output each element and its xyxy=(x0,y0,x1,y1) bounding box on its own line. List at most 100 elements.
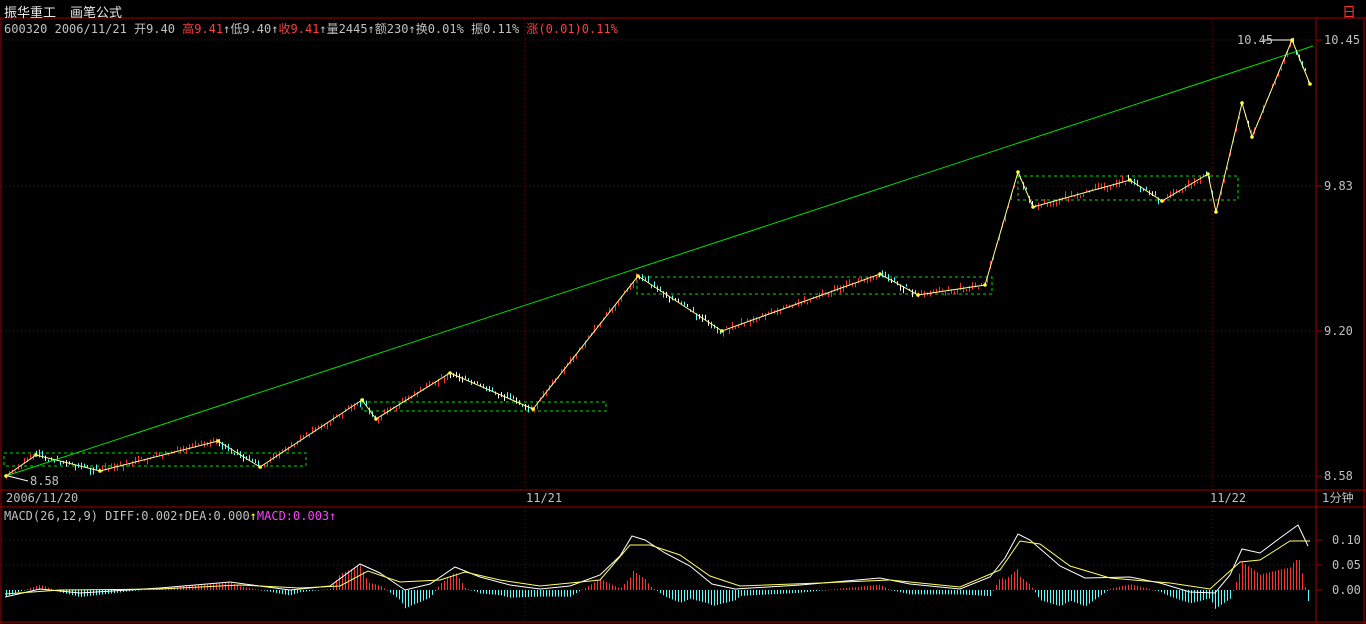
candle xyxy=(1272,83,1273,88)
candle xyxy=(1302,61,1303,68)
candle xyxy=(441,374,442,378)
candle xyxy=(1164,198,1165,202)
macd-bar xyxy=(858,586,859,590)
macd-bar xyxy=(1281,569,1282,590)
candle xyxy=(1104,182,1105,191)
macd-bar xyxy=(1023,579,1024,590)
macd-bar xyxy=(378,584,379,590)
macd-bar xyxy=(495,590,496,595)
candle xyxy=(105,462,106,471)
macd-bar xyxy=(447,578,448,590)
candle xyxy=(282,449,283,452)
candle xyxy=(381,415,382,421)
candle xyxy=(1032,201,1033,208)
formula-label[interactable]: 画笔公式 xyxy=(70,6,123,21)
candle xyxy=(837,285,838,292)
macd-bar xyxy=(450,575,451,590)
macd-bar xyxy=(9,590,10,596)
candle xyxy=(759,317,760,321)
candle xyxy=(954,290,955,295)
candle xyxy=(921,290,922,294)
candle xyxy=(999,235,1000,241)
macd-bar xyxy=(699,590,700,602)
macd-bar xyxy=(789,590,790,594)
candle xyxy=(630,283,631,290)
zigzag-point xyxy=(4,474,8,478)
candle xyxy=(438,378,439,387)
macd-bar xyxy=(24,590,25,591)
candle xyxy=(399,401,400,409)
candle xyxy=(861,277,862,281)
macd-bar xyxy=(1026,581,1027,590)
macd-bar xyxy=(240,586,241,590)
candle xyxy=(123,464,124,471)
macd-bar xyxy=(951,590,952,595)
candle xyxy=(129,463,130,467)
period-toggle-button[interactable]: 日 xyxy=(1342,5,1356,21)
candle xyxy=(750,319,751,327)
macd-bar xyxy=(531,590,532,597)
zigzag-point xyxy=(34,453,38,457)
macd-bar xyxy=(411,590,412,606)
zigzag-point xyxy=(916,293,920,297)
macd-bar xyxy=(1167,590,1168,596)
macd-bar xyxy=(228,582,229,590)
candle xyxy=(975,282,976,288)
macd-bar xyxy=(486,590,487,594)
macd-bar xyxy=(300,590,301,593)
candle xyxy=(537,403,538,410)
macd-bar xyxy=(999,579,1000,590)
macd-bar xyxy=(645,579,646,590)
candle xyxy=(96,464,97,470)
candle xyxy=(534,408,535,413)
macd-bar xyxy=(654,588,655,590)
macd-bar xyxy=(1176,590,1177,599)
candle xyxy=(330,421,331,426)
candle xyxy=(414,391,415,397)
candle xyxy=(63,460,64,465)
macd-bar xyxy=(747,590,748,596)
candle xyxy=(840,285,841,294)
macd-bar xyxy=(684,590,685,602)
frame-lines xyxy=(0,17,1366,623)
candle xyxy=(864,278,865,283)
candle xyxy=(1050,201,1051,207)
candle xyxy=(1296,50,1297,55)
macd-bar xyxy=(1194,590,1195,603)
candle xyxy=(309,434,310,438)
macd-bar xyxy=(1278,570,1279,590)
consolidation-boxes xyxy=(3,175,1239,467)
macd-bar xyxy=(909,590,910,595)
macd-bar xyxy=(864,586,865,590)
macd-bar xyxy=(750,590,751,596)
price-label-3: 9.20 xyxy=(1324,324,1353,338)
candle xyxy=(258,460,259,466)
candle xyxy=(645,277,646,282)
macd-bar xyxy=(381,586,382,590)
candle xyxy=(36,450,37,454)
candle xyxy=(1284,58,1285,64)
macd-bar xyxy=(1155,590,1156,591)
candle xyxy=(285,446,286,452)
macd-bar xyxy=(918,590,919,595)
macd-bar xyxy=(807,590,808,592)
macd-bar xyxy=(321,589,322,591)
period-label[interactable]: 1分钟 xyxy=(1322,490,1354,505)
zigzag-point xyxy=(1308,82,1312,86)
candle xyxy=(804,296,805,304)
macd-bar xyxy=(906,590,907,594)
macd-bar xyxy=(834,589,835,590)
macd-bar xyxy=(1014,571,1015,590)
candle xyxy=(597,325,598,328)
macd-bar xyxy=(585,587,586,590)
macd-bar xyxy=(738,590,739,598)
stock-name[interactable]: 振华重工 xyxy=(4,6,57,21)
candle xyxy=(612,307,613,313)
macd-bar xyxy=(111,590,112,594)
candle xyxy=(1251,129,1252,134)
macd-bar xyxy=(327,589,328,590)
macd-bar xyxy=(429,590,430,599)
macd-bar xyxy=(774,590,775,595)
candle xyxy=(1143,188,1144,192)
candle xyxy=(510,393,511,400)
